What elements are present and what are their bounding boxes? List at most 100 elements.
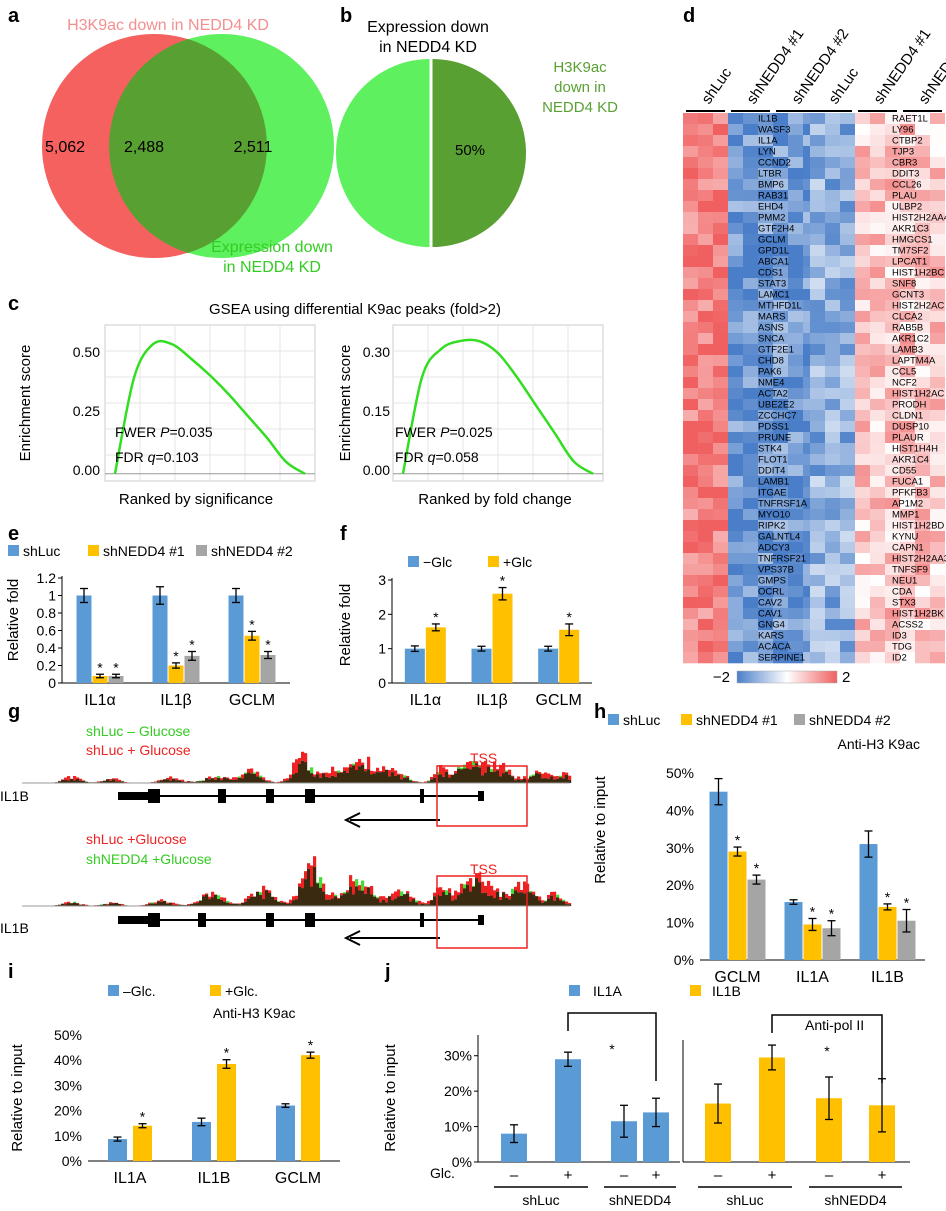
track-signal [154, 781, 158, 783]
heatmap-cell [698, 366, 713, 378]
category-label: IL1A [796, 969, 829, 986]
heatmap-cell [788, 300, 803, 312]
track-overlap [472, 766, 476, 783]
heatmap-cell [728, 432, 743, 444]
track-overlap [241, 902, 245, 906]
heatmap-cell [840, 179, 855, 191]
heatmap-cell [915, 641, 930, 653]
heatmap-gene-label: HIST2H2AA3 [892, 554, 946, 565]
heatmap-cell [900, 630, 915, 642]
track-signal [559, 898, 563, 901]
heatmap-cell [810, 410, 825, 422]
panel-b: b Expression down in NEDD4 KD 50% H3K9ac… [336, 5, 618, 248]
gene-model-bottom [118, 913, 484, 927]
heatmap-cell [683, 179, 698, 191]
heatmap-cell [870, 564, 885, 576]
heatmap-cell [930, 168, 945, 180]
heatmap-cell [900, 553, 915, 565]
heatmap-cell [810, 190, 825, 202]
heatmap-cell [698, 487, 713, 499]
track-overlap [349, 767, 353, 783]
heatmap-gene-label: LY96 [892, 125, 913, 136]
heatmap-cell [743, 278, 758, 290]
significance-star: * [224, 1045, 230, 1061]
track-overlap [172, 904, 176, 906]
heatmap-cell [713, 652, 728, 664]
track-signal [523, 776, 527, 779]
heatmap-cell [810, 157, 825, 169]
track-overlap [292, 900, 296, 906]
heatmap-cell [728, 333, 743, 345]
track-signal [421, 902, 425, 904]
heatmap-cell [810, 179, 825, 191]
heatmap-gene-label: DDIT3 [892, 169, 919, 180]
heatmap-cell [885, 146, 900, 158]
heatmap-cell [810, 641, 825, 653]
heatmap-cell [870, 355, 885, 367]
track-overlap [466, 884, 470, 906]
heatmap-gene-label: HIST2H2AC [892, 301, 944, 312]
heatmap-gene-label: TM7SF2 [892, 246, 928, 257]
track-signal [160, 779, 164, 781]
track-signal [154, 902, 158, 904]
heatmap-cell [885, 344, 900, 356]
heatmap-cell [915, 410, 930, 422]
heatmap-cell [698, 124, 713, 136]
legend-j-label-1: IL1B [712, 983, 741, 999]
heatmap-cell [900, 179, 915, 191]
heatmap-cell [870, 531, 885, 543]
heatmap-cell [930, 333, 945, 345]
heatmap-cell [930, 201, 945, 213]
heatmap-gene-label: RAET1L [892, 114, 928, 125]
track-overlap [259, 894, 263, 906]
heatmap-cell [825, 234, 840, 246]
heatmap-cell [885, 190, 900, 202]
heatmap-cell [885, 652, 900, 664]
track-signal [166, 902, 170, 904]
heatmap-cell [825, 157, 840, 169]
gsea-right-xlabel: Ranked by fold change [418, 491, 571, 508]
track-overlap [430, 779, 434, 783]
heatmap-cell [743, 421, 758, 433]
track-overlap [376, 772, 380, 783]
heatmap-cell [758, 410, 773, 422]
track-signal [322, 772, 326, 774]
bar [822, 928, 841, 960]
heatmap-cell [788, 146, 803, 158]
heatmap-cell [788, 388, 803, 400]
track-overlap [271, 896, 275, 906]
track-signal [307, 863, 311, 869]
heatmap-cell [855, 311, 870, 323]
y-tick-label: 40% [666, 802, 694, 818]
heatmap-cell [758, 608, 773, 620]
heatmap-cell [788, 168, 803, 180]
heatmap-cell [870, 179, 885, 191]
track-signal [355, 762, 359, 770]
heatmap-cell [870, 487, 885, 499]
heatmap-gene-label: ASNS [758, 323, 784, 334]
heatmap-cell [840, 113, 855, 125]
heatmap-cell [788, 542, 803, 554]
panel-c: c GSEA using differential K9ac peaks (fo… [8, 293, 604, 508]
heatmap-cell [683, 256, 698, 268]
track-signal [85, 904, 89, 906]
track-overlap [373, 896, 377, 906]
chart-h: 0%10%20%30%40%50%GCLM**IL1A* *IL1B* * [666, 765, 925, 986]
heatmap-cell [810, 212, 825, 224]
track-signal [67, 901, 71, 904]
heatmap-cell [855, 157, 870, 169]
heatmap-cell [930, 322, 945, 334]
heatmap-cell [825, 564, 840, 576]
heatmap-cell [788, 432, 803, 444]
heatmap-gene-label: PLAUR [892, 433, 924, 444]
track-overlap [310, 886, 314, 906]
track-signal [292, 762, 296, 775]
bar [108, 1139, 127, 1161]
heatmap-cell [825, 531, 840, 543]
track-overlap [196, 903, 200, 906]
heatmap-cell [840, 388, 855, 400]
heatmap-cell [758, 135, 773, 147]
heatmap-cell [758, 498, 773, 510]
heatmap-cell [698, 388, 713, 400]
